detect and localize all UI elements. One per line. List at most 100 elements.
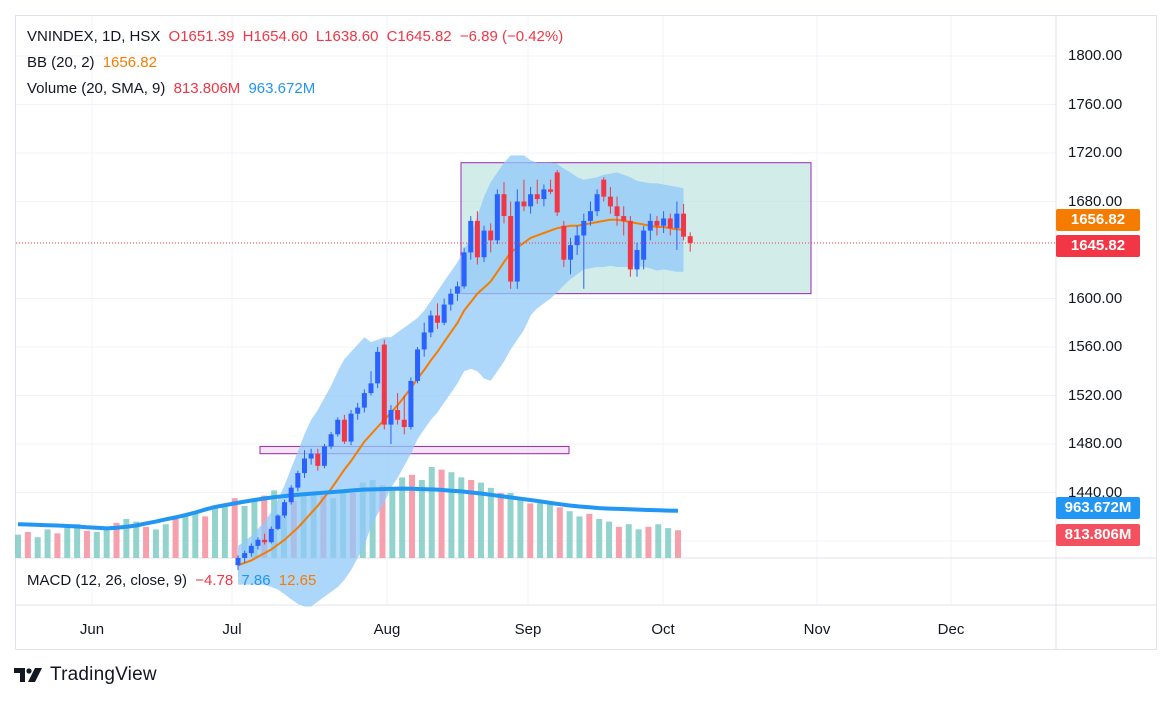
candle-body (494, 194, 500, 241)
volume-bar (606, 521, 613, 558)
candle-body (262, 539, 268, 543)
candle-body (235, 557, 241, 566)
volume-sma-line (17, 486, 679, 531)
candle-body (474, 220, 480, 258)
candle-body (607, 196, 613, 207)
candle-body (554, 172, 560, 213)
candle-body (548, 189, 554, 192)
macd-value: −4.78 (195, 572, 234, 589)
volume-bar (517, 498, 524, 558)
candle-body (534, 194, 540, 200)
candle-body (614, 206, 620, 217)
volume-bar (172, 519, 179, 558)
candle-body (295, 473, 301, 488)
volume-bar (546, 504, 553, 558)
volume-bar (418, 480, 425, 558)
volume-bar (182, 513, 189, 558)
volume-bar (586, 513, 593, 558)
change-value: −6.89 (−0.42%) (459, 28, 564, 45)
candle-body (627, 220, 633, 270)
volume-bar (537, 500, 544, 558)
volume-bar (64, 526, 71, 558)
candle-body (395, 410, 401, 420)
bb-legend[interactable]: BB (20, 2) 1656.82 (27, 54, 161, 71)
volume-sma-value: 963.672M (248, 80, 316, 97)
volume-bar (556, 507, 563, 558)
volume-bar (458, 477, 465, 558)
price-axis-label: 1760.00 (1068, 95, 1123, 113)
candle-body (441, 304, 447, 323)
volume-bar (83, 530, 90, 558)
volume-value: 813.806M (173, 80, 241, 97)
candle-body (508, 216, 514, 282)
close-value: C1645.82 (386, 28, 452, 45)
time-axis-label: Dec (937, 621, 965, 638)
candle-body (574, 235, 580, 246)
candle-body (587, 211, 593, 221)
macd-label[interactable]: MACD (12, 26, close, 9) (27, 572, 188, 589)
open-value: O1651.39 (168, 28, 235, 45)
volume-label[interactable]: Volume (20, SMA, 9) (27, 80, 166, 97)
price-axis-label: 1440.00 (1068, 483, 1123, 501)
candle-body (421, 332, 427, 350)
candle-body (435, 315, 440, 323)
chart-frame (15, 15, 1157, 650)
price-axis-label: 1680.00 (1068, 192, 1123, 210)
candle-body (255, 539, 261, 546)
volume-bar (448, 472, 455, 558)
candle-body (621, 216, 627, 221)
candle-body (308, 453, 314, 459)
price-axis-label: 1480.00 (1068, 435, 1123, 452)
candle-body (375, 351, 381, 384)
time-axis-label: Aug (373, 621, 401, 638)
tradingview-logo-icon (14, 668, 42, 682)
candle-body (368, 383, 374, 394)
volume-sma-tag: 963.672M (1056, 497, 1140, 519)
volume-bar (399, 477, 406, 558)
candle-body (361, 393, 367, 408)
volume-bar (655, 524, 662, 558)
macd-legend[interactable]: MACD (12, 26, close, 9) −4.78 7.86 12.65 (27, 572, 320, 589)
candle-body (381, 344, 387, 425)
macd-hist-value: 12.65 (278, 572, 317, 589)
price-axis-label: 1520.00 (1068, 386, 1123, 404)
candle-body (415, 349, 421, 381)
bollinger-band-fill (238, 155, 684, 607)
volume-bar (625, 524, 632, 558)
volume-legend[interactable]: Volume (20, SMA, 9) 813.806M 963.672M (27, 80, 319, 97)
volume-bar (379, 485, 386, 558)
tradingview-logo[interactable]: TradingView (14, 664, 157, 686)
candle-body (461, 252, 467, 287)
volume-bar (231, 498, 238, 558)
candle-body (514, 201, 520, 282)
volume-bar (241, 506, 248, 558)
volume-bar (675, 530, 681, 558)
bollinger-basis-line (237, 218, 684, 567)
candle-body (641, 230, 647, 260)
volume-bar (221, 503, 228, 558)
volume-bar (15, 534, 21, 558)
volume-bar (497, 493, 504, 558)
candle-body (674, 213, 680, 229)
volume-bar (74, 524, 81, 558)
volume-bar (113, 522, 120, 558)
symbol-legend[interactable]: VNINDEX, 1D, HSX O1651.39 H1654.60 L1638… (27, 28, 567, 45)
volume-bar (477, 482, 484, 558)
price-axis-label: 1600.00 (1068, 289, 1123, 307)
macd-signal-value: 7.86 (241, 572, 271, 589)
volume-bar (251, 500, 258, 558)
last-price-tag: 1645.82 (1056, 235, 1140, 257)
candle-body (634, 250, 640, 270)
candle-body (275, 515, 281, 529)
candle-body (302, 458, 307, 474)
candle-body (288, 487, 294, 503)
volume-bar (487, 487, 494, 558)
candle-body (401, 419, 407, 428)
candle-body (454, 286, 460, 294)
candle-body (667, 218, 673, 229)
symbol-label[interactable]: VNINDEX, 1D, HSX (27, 28, 161, 45)
high-value: H1654.60 (242, 28, 308, 45)
candle-body (268, 528, 274, 543)
bb-label[interactable]: BB (20, 2) (27, 54, 95, 71)
